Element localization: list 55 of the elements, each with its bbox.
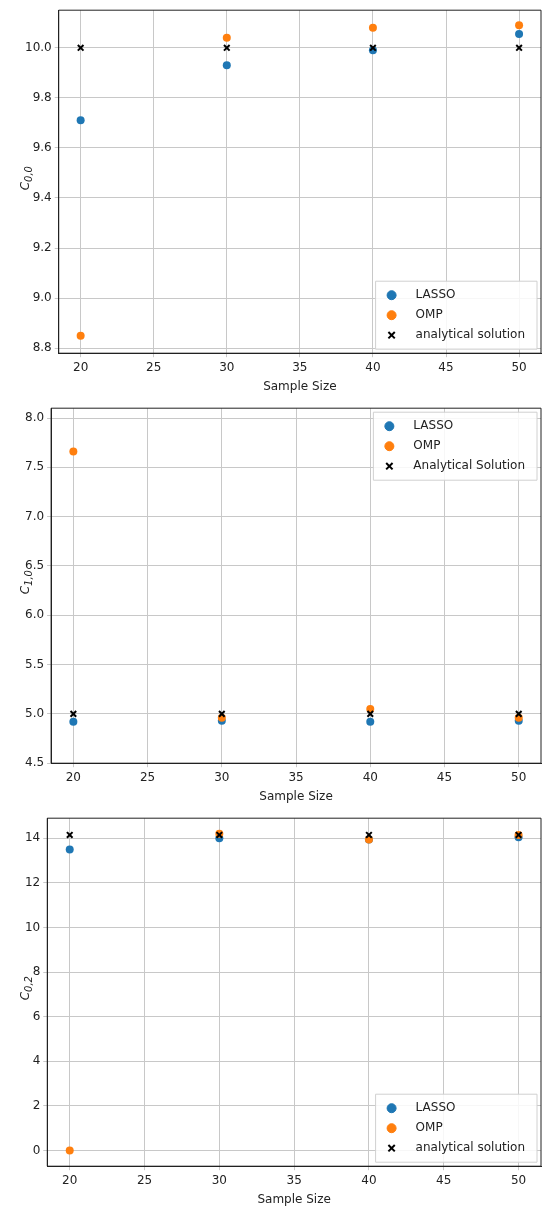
y-tick-label: 4.5 <box>24 755 45 770</box>
y-tick-label: 12 <box>24 875 41 890</box>
legend-label: LASSO <box>413 418 454 433</box>
x-tick-label: 35 <box>286 1172 302 1187</box>
x-tick-label: 20 <box>73 359 89 374</box>
x-tick-label: 45 <box>436 769 453 784</box>
legend-label: LASSO <box>415 287 456 302</box>
legend-label: analytical solution <box>415 327 525 342</box>
x-tick-label: 50 <box>511 359 527 374</box>
x-tick-label: 40 <box>361 1172 377 1187</box>
x-tick-label: 25 <box>139 769 156 784</box>
x-tick-label: 35 <box>292 359 308 374</box>
y-tick-label: 9.6 <box>32 140 52 155</box>
x-tick-label: 30 <box>214 769 230 784</box>
legend-label: OMP <box>415 1120 443 1135</box>
legend-label: Analytical Solution <box>413 458 526 473</box>
x-tick-label: 25 <box>146 359 162 374</box>
x-tick-label: 40 <box>362 769 378 784</box>
y-tick-label: 10 <box>24 919 41 934</box>
y-tick-label: 4 <box>32 1053 41 1068</box>
y-tick-label: 9.0 <box>32 290 52 305</box>
y-tick-label: 6 <box>32 1008 41 1023</box>
x-tick-label: 35 <box>288 769 304 784</box>
y-tick-label: 9.4 <box>32 190 52 205</box>
y-tick-label: 6.0 <box>24 607 45 622</box>
x-tick-label: 50 <box>510 1172 527 1187</box>
y-tick-label: 7.5 <box>24 459 45 474</box>
x-tick-label: 50 <box>511 769 527 784</box>
legend-label: OMP <box>415 307 443 322</box>
x-tick-label: 20 <box>65 769 81 784</box>
legend-label: LASSO <box>415 1100 456 1115</box>
x-tick-label: 25 <box>136 1172 153 1187</box>
x-axis-title: Sample Size <box>263 378 337 393</box>
legend-label: analytical solution <box>415 1140 525 1155</box>
x-axis-title: Sample Size <box>257 1191 331 1206</box>
y-tick-label: 5.0 <box>24 706 45 721</box>
x-axis-title: Sample Size <box>259 788 333 803</box>
x-tick-label: 30 <box>211 1172 227 1187</box>
x-tick-label: 40 <box>365 359 381 374</box>
x-tick-label: 45 <box>438 359 454 374</box>
y-tick-label: 7.0 <box>24 508 45 523</box>
y-tick-label: 0 <box>32 1142 41 1157</box>
y-tick-label: 9.8 <box>32 89 52 104</box>
y-tick-label: 8 <box>32 964 41 979</box>
y-tick-label: 10.0 <box>25 39 52 54</box>
legend-label: OMP <box>413 438 441 453</box>
x-tick-label: 45 <box>436 1172 452 1187</box>
x-tick-label: 30 <box>219 359 235 374</box>
y-tick-label: 2 <box>32 1098 41 1113</box>
y-tick-label: 8.8 <box>32 340 52 355</box>
y-tick-label: 8.0 <box>24 410 45 425</box>
y-tick-label: 14 <box>24 830 41 845</box>
x-tick-label: 20 <box>62 1172 78 1187</box>
y-tick-label: 9.2 <box>32 240 52 255</box>
y-tick-label: 5.5 <box>24 656 45 671</box>
